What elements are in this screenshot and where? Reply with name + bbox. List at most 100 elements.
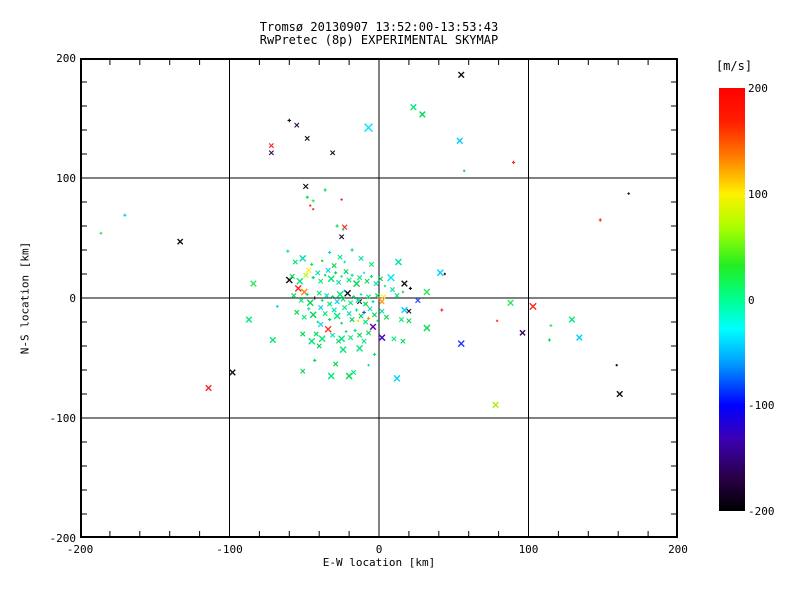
data-point <box>340 322 343 325</box>
data-point <box>331 295 335 299</box>
data-point <box>299 254 307 262</box>
data-point <box>313 296 317 300</box>
data-point <box>346 277 352 283</box>
data-point <box>286 249 290 253</box>
colorbar-tick-label: 0 <box>748 293 755 307</box>
data-point <box>383 314 390 320</box>
data-point <box>339 346 347 354</box>
data-point <box>289 273 295 279</box>
data-point <box>268 150 274 156</box>
data-point <box>318 335 326 343</box>
data-point <box>398 317 405 323</box>
data-point <box>401 306 408 314</box>
data-point <box>323 274 327 277</box>
data-point <box>336 279 342 285</box>
data-point <box>313 331 319 337</box>
data-point <box>303 272 309 278</box>
colorbar-title: [m/s] <box>715 59 753 73</box>
data-point <box>343 260 346 264</box>
data-point <box>334 299 340 305</box>
data-point <box>419 111 426 118</box>
data-point <box>378 334 386 342</box>
data-point <box>318 305 324 311</box>
data-point <box>331 307 337 313</box>
title-line2: RwPretec (8p) EXPERIMENTAL SKYMAP <box>259 33 499 47</box>
data-point <box>366 316 371 320</box>
data-point <box>99 231 103 235</box>
data-point <box>336 290 344 298</box>
data-point <box>367 306 373 312</box>
data-point <box>313 358 317 362</box>
data-point <box>330 332 336 338</box>
plot-area <box>80 58 678 538</box>
data-point <box>373 281 379 287</box>
data-point <box>391 336 397 342</box>
data-point <box>344 330 348 333</box>
data-point <box>338 335 346 343</box>
data-point <box>367 364 370 367</box>
data-point <box>317 321 324 328</box>
data-point <box>383 284 387 288</box>
data-point <box>393 374 401 382</box>
data-point <box>348 300 354 306</box>
data-point <box>304 135 310 141</box>
data-point <box>549 324 553 327</box>
data-point <box>320 299 324 302</box>
data-point <box>343 269 349 275</box>
data-point <box>379 308 385 314</box>
data-point <box>335 224 339 228</box>
data-point <box>463 169 466 172</box>
data-point <box>339 234 345 240</box>
data-point <box>353 280 361 288</box>
data-point <box>334 271 338 275</box>
x-tick-label: -100 <box>216 543 243 556</box>
data-point <box>123 213 127 217</box>
data-point <box>492 401 499 409</box>
data-point <box>356 344 364 352</box>
data-point <box>410 103 417 111</box>
data-point <box>495 319 499 322</box>
data-point <box>568 316 576 323</box>
data-point <box>311 276 315 280</box>
x-tick-label: 200 <box>668 543 688 556</box>
colorbar-tick-label: -100 <box>748 399 775 413</box>
data-point <box>457 71 465 79</box>
data-point <box>275 305 279 308</box>
data-point <box>371 300 375 304</box>
data-point <box>305 292 309 296</box>
data-point <box>287 118 292 123</box>
data-point <box>615 364 618 367</box>
x-tick-label: -200 <box>66 543 94 556</box>
data-point <box>345 372 353 380</box>
data-point <box>291 293 297 299</box>
data-point <box>300 368 306 374</box>
data-point <box>294 309 300 315</box>
data-point <box>365 294 372 300</box>
data-point <box>364 123 374 133</box>
y-tick-label: 200 <box>56 52 76 65</box>
y-tick-label: 0 <box>69 292 76 305</box>
data-point <box>312 208 315 211</box>
data-point <box>306 299 314 307</box>
data-point <box>349 317 355 323</box>
data-point <box>300 331 306 337</box>
data-point <box>354 308 359 312</box>
data-point <box>268 143 274 149</box>
data-point <box>330 150 336 156</box>
data-point <box>323 188 327 192</box>
data-point <box>376 319 379 322</box>
data-point <box>294 284 302 292</box>
data-point <box>328 318 332 322</box>
data-point <box>408 286 412 290</box>
data-point <box>333 312 341 320</box>
data-point <box>250 280 257 287</box>
x-tick-label: 0 <box>375 543 383 556</box>
data-point <box>356 319 360 323</box>
data-point <box>333 361 339 367</box>
data-point <box>327 372 335 380</box>
data-point <box>302 183 309 190</box>
data-point <box>355 297 361 303</box>
data-point <box>316 320 319 324</box>
data-point <box>406 318 412 324</box>
data-point <box>343 289 346 292</box>
